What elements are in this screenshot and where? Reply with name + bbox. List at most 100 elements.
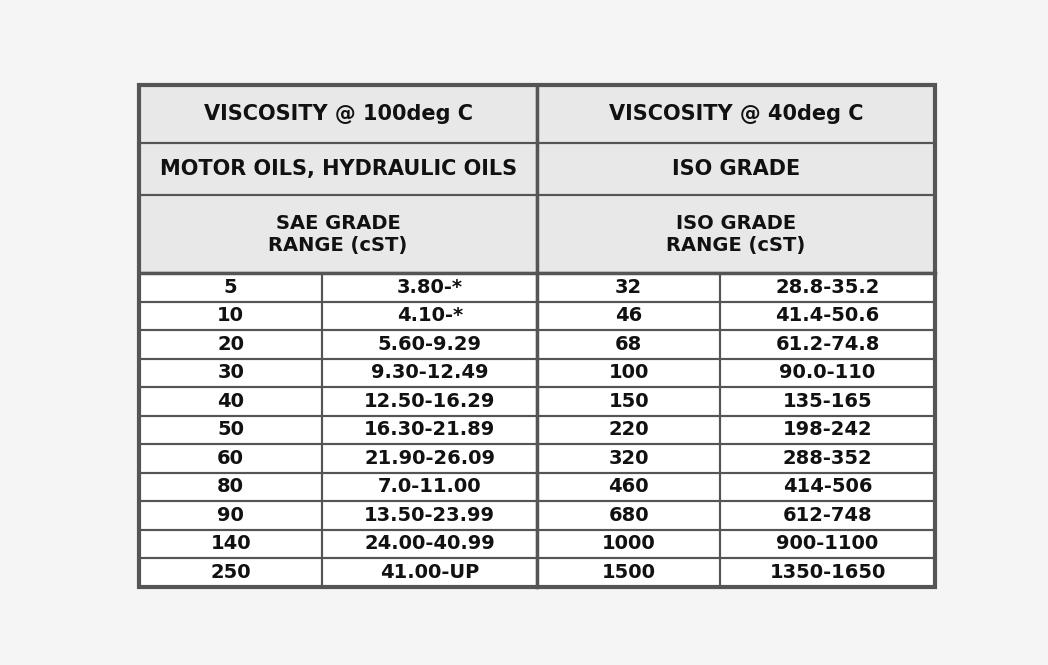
Bar bbox=[537, 387, 720, 416]
Text: 3.80-*: 3.80-* bbox=[396, 278, 462, 297]
Bar bbox=[720, 358, 935, 387]
Bar bbox=[139, 330, 322, 358]
Bar bbox=[720, 387, 935, 416]
Bar bbox=[139, 142, 537, 196]
Bar bbox=[139, 530, 322, 558]
Bar bbox=[720, 330, 935, 358]
Text: 20: 20 bbox=[217, 335, 244, 354]
Text: 288-352: 288-352 bbox=[783, 449, 872, 468]
Bar bbox=[537, 196, 935, 273]
Bar bbox=[139, 330, 322, 358]
Bar bbox=[537, 501, 720, 530]
Text: 900-1100: 900-1100 bbox=[777, 535, 879, 553]
Bar bbox=[139, 302, 322, 330]
Bar bbox=[537, 273, 720, 302]
Bar bbox=[537, 330, 720, 358]
Bar bbox=[139, 558, 322, 587]
Bar bbox=[322, 558, 537, 587]
Text: VISCOSITY @ 100deg C: VISCOSITY @ 100deg C bbox=[203, 104, 473, 124]
Bar bbox=[537, 302, 720, 330]
Bar bbox=[720, 444, 935, 473]
Text: 41.4-50.6: 41.4-50.6 bbox=[776, 307, 879, 325]
Bar bbox=[537, 473, 720, 501]
Text: 46: 46 bbox=[615, 307, 642, 325]
Bar bbox=[139, 302, 322, 330]
Bar bbox=[537, 142, 935, 196]
Bar bbox=[322, 387, 537, 416]
Bar bbox=[139, 85, 537, 142]
Bar bbox=[537, 273, 720, 302]
Text: 150: 150 bbox=[608, 392, 649, 411]
Bar bbox=[322, 473, 537, 501]
Bar bbox=[537, 85, 935, 142]
Bar bbox=[537, 142, 935, 196]
Bar bbox=[537, 444, 720, 473]
Bar bbox=[537, 358, 720, 387]
Bar bbox=[322, 444, 537, 473]
Bar bbox=[537, 473, 720, 501]
Bar bbox=[322, 530, 537, 558]
Bar bbox=[139, 142, 537, 196]
Text: MOTOR OILS, HYDRAULIC OILS: MOTOR OILS, HYDRAULIC OILS bbox=[159, 159, 517, 179]
Bar bbox=[322, 501, 537, 530]
Bar bbox=[322, 558, 537, 587]
Text: SAE GRADE
RANGE (cST): SAE GRADE RANGE (cST) bbox=[268, 213, 408, 255]
Bar bbox=[537, 501, 720, 530]
Bar bbox=[537, 85, 935, 142]
Bar bbox=[322, 473, 537, 501]
Text: 1350-1650: 1350-1650 bbox=[769, 563, 886, 582]
Bar bbox=[720, 302, 935, 330]
Bar bbox=[720, 501, 935, 530]
Bar bbox=[720, 444, 935, 473]
Bar bbox=[720, 558, 935, 587]
Bar bbox=[322, 273, 537, 302]
Bar bbox=[322, 387, 537, 416]
Text: 40: 40 bbox=[217, 392, 244, 411]
Bar bbox=[720, 358, 935, 387]
Bar bbox=[720, 501, 935, 530]
Bar bbox=[322, 358, 537, 387]
Bar bbox=[720, 558, 935, 587]
Text: 41.00-UP: 41.00-UP bbox=[380, 563, 479, 582]
Bar bbox=[537, 416, 720, 444]
Text: 9.30-12.49: 9.30-12.49 bbox=[371, 363, 488, 382]
Bar bbox=[139, 444, 322, 473]
Bar bbox=[322, 416, 537, 444]
Bar bbox=[322, 330, 537, 358]
Text: 1500: 1500 bbox=[602, 563, 656, 582]
Bar bbox=[322, 530, 537, 558]
Bar bbox=[537, 302, 720, 330]
Bar bbox=[720, 302, 935, 330]
Text: 90: 90 bbox=[217, 506, 244, 525]
Text: 28.8-35.2: 28.8-35.2 bbox=[776, 278, 880, 297]
Text: 460: 460 bbox=[608, 477, 649, 497]
Text: 90.0-110: 90.0-110 bbox=[780, 363, 876, 382]
Bar bbox=[322, 330, 537, 358]
Bar bbox=[322, 302, 537, 330]
Text: 250: 250 bbox=[211, 563, 250, 582]
Text: 68: 68 bbox=[615, 335, 642, 354]
Bar bbox=[537, 196, 935, 273]
Bar bbox=[139, 358, 322, 387]
Bar bbox=[537, 416, 720, 444]
Text: ISO GRADE: ISO GRADE bbox=[672, 159, 801, 179]
Text: 198-242: 198-242 bbox=[783, 420, 872, 440]
Bar bbox=[720, 530, 935, 558]
Bar bbox=[322, 444, 537, 473]
Bar bbox=[720, 473, 935, 501]
Text: 32: 32 bbox=[615, 278, 642, 297]
Bar bbox=[537, 444, 720, 473]
Bar bbox=[139, 85, 537, 142]
Text: 4.10-*: 4.10-* bbox=[396, 307, 463, 325]
Bar bbox=[720, 530, 935, 558]
Bar bbox=[720, 416, 935, 444]
Bar bbox=[139, 273, 322, 302]
Bar bbox=[322, 302, 537, 330]
Bar bbox=[537, 358, 720, 387]
Bar bbox=[720, 473, 935, 501]
Bar bbox=[139, 416, 322, 444]
Bar bbox=[139, 196, 537, 273]
Bar bbox=[139, 501, 322, 530]
Text: 13.50-23.99: 13.50-23.99 bbox=[364, 506, 495, 525]
Bar bbox=[720, 273, 935, 302]
